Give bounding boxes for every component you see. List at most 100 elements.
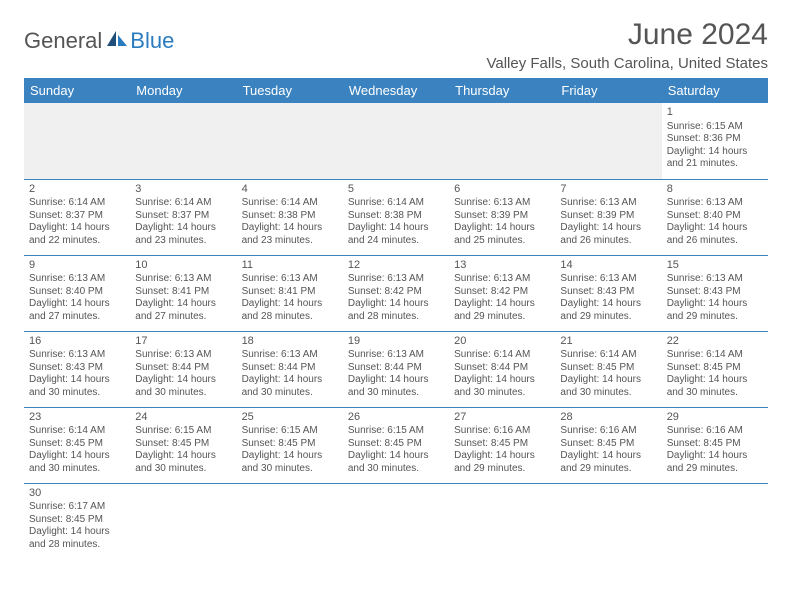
day-number: 22 — [667, 335, 763, 349]
calendar-cell: 16Sunrise: 6:13 AMSunset: 8:43 PMDayligh… — [24, 331, 130, 407]
sunrise-line: Sunrise: 6:16 AM — [667, 425, 763, 438]
logo-text-blue: Blue — [130, 28, 174, 54]
sunset-line: Sunset: 8:43 PM — [29, 362, 125, 375]
day-number: 26 — [348, 411, 444, 425]
sunrise-line: Sunrise: 6:13 AM — [560, 273, 656, 286]
calendar-cell — [24, 103, 130, 179]
sunset-line: Sunset: 8:45 PM — [560, 438, 656, 451]
sunset-line: Sunset: 8:44 PM — [454, 362, 550, 375]
daylight-line-2: and 22 minutes. — [29, 235, 125, 248]
daylight-line-1: Daylight: 14 hours — [667, 146, 763, 159]
calendar-cell: 6Sunrise: 6:13 AMSunset: 8:39 PMDaylight… — [449, 179, 555, 255]
sunrise-line: Sunrise: 6:13 AM — [667, 197, 763, 210]
daylight-line-1: Daylight: 14 hours — [29, 298, 125, 311]
daylight-line-1: Daylight: 14 hours — [454, 450, 550, 463]
calendar-cell — [130, 483, 236, 559]
calendar-cell — [555, 103, 661, 179]
day-number: 27 — [454, 411, 550, 425]
calendar-cell: 7Sunrise: 6:13 AMSunset: 8:39 PMDaylight… — [555, 179, 661, 255]
day-header: Friday — [555, 78, 661, 103]
sunrise-line: Sunrise: 6:14 AM — [29, 197, 125, 210]
day-number: 28 — [560, 411, 656, 425]
calendar-cell: 24Sunrise: 6:15 AMSunset: 8:45 PMDayligh… — [130, 407, 236, 483]
calendar-cell: 15Sunrise: 6:13 AMSunset: 8:43 PMDayligh… — [662, 255, 768, 331]
daylight-line-2: and 25 minutes. — [454, 235, 550, 248]
daylight-line-2: and 30 minutes. — [135, 387, 231, 400]
sunset-line: Sunset: 8:45 PM — [667, 362, 763, 375]
daylight-line-2: and 30 minutes. — [454, 387, 550, 400]
day-number: 19 — [348, 335, 444, 349]
sunset-line: Sunset: 8:45 PM — [348, 438, 444, 451]
daylight-line-1: Daylight: 14 hours — [135, 298, 231, 311]
sunrise-line: Sunrise: 6:13 AM — [29, 273, 125, 286]
calendar-cell: 25Sunrise: 6:15 AMSunset: 8:45 PMDayligh… — [237, 407, 343, 483]
calendar-table: Sunday Monday Tuesday Wednesday Thursday… — [24, 78, 768, 559]
calendar-cell: 22Sunrise: 6:14 AMSunset: 8:45 PMDayligh… — [662, 331, 768, 407]
daylight-line-1: Daylight: 14 hours — [242, 298, 338, 311]
calendar-cell: 20Sunrise: 6:14 AMSunset: 8:44 PMDayligh… — [449, 331, 555, 407]
sunrise-line: Sunrise: 6:13 AM — [135, 273, 231, 286]
day-number: 16 — [29, 335, 125, 349]
daylight-line-2: and 24 minutes. — [348, 235, 444, 248]
day-number: 24 — [135, 411, 231, 425]
day-header: Wednesday — [343, 78, 449, 103]
daylight-line-2: and 30 minutes. — [135, 463, 231, 476]
sunrise-line: Sunrise: 6:13 AM — [29, 349, 125, 362]
daylight-line-1: Daylight: 14 hours — [29, 222, 125, 235]
daylight-line-2: and 26 minutes. — [560, 235, 656, 248]
daylight-line-1: Daylight: 14 hours — [454, 222, 550, 235]
daylight-line-1: Daylight: 14 hours — [560, 222, 656, 235]
sunrise-line: Sunrise: 6:16 AM — [560, 425, 656, 438]
calendar-cell: 28Sunrise: 6:16 AMSunset: 8:45 PMDayligh… — [555, 407, 661, 483]
day-number: 4 — [242, 183, 338, 197]
calendar-cell — [343, 483, 449, 559]
calendar-cell: 26Sunrise: 6:15 AMSunset: 8:45 PMDayligh… — [343, 407, 449, 483]
daylight-line-2: and 26 minutes. — [667, 235, 763, 248]
daylight-line-1: Daylight: 14 hours — [348, 298, 444, 311]
daylight-line-1: Daylight: 14 hours — [560, 450, 656, 463]
day-number: 14 — [560, 259, 656, 273]
calendar-row: 2Sunrise: 6:14 AMSunset: 8:37 PMDaylight… — [24, 179, 768, 255]
day-header: Monday — [130, 78, 236, 103]
calendar-cell: 10Sunrise: 6:13 AMSunset: 8:41 PMDayligh… — [130, 255, 236, 331]
daylight-line-1: Daylight: 14 hours — [667, 374, 763, 387]
day-number: 21 — [560, 335, 656, 349]
day-number: 11 — [242, 259, 338, 273]
daylight-line-1: Daylight: 14 hours — [135, 374, 231, 387]
day-number: 10 — [135, 259, 231, 273]
calendar-cell: 30Sunrise: 6:17 AMSunset: 8:45 PMDayligh… — [24, 483, 130, 559]
daylight-line-2: and 23 minutes. — [242, 235, 338, 248]
sunrise-line: Sunrise: 6:14 AM — [454, 349, 550, 362]
calendar-cell: 19Sunrise: 6:13 AMSunset: 8:44 PMDayligh… — [343, 331, 449, 407]
day-header: Tuesday — [237, 78, 343, 103]
daylight-line-1: Daylight: 14 hours — [454, 374, 550, 387]
calendar-cell — [555, 483, 661, 559]
calendar-cell: 8Sunrise: 6:13 AMSunset: 8:40 PMDaylight… — [662, 179, 768, 255]
day-number: 2 — [29, 183, 125, 197]
daylight-line-2: and 30 minutes. — [348, 463, 444, 476]
day-number: 5 — [348, 183, 444, 197]
title-block: June 2024 Valley Falls, South Carolina, … — [486, 18, 768, 72]
daylight-line-2: and 28 minutes. — [29, 539, 125, 552]
sunrise-line: Sunrise: 6:13 AM — [242, 349, 338, 362]
daylight-line-2: and 29 minutes. — [667, 463, 763, 476]
sunrise-line: Sunrise: 6:14 AM — [667, 349, 763, 362]
sunrise-line: Sunrise: 6:16 AM — [454, 425, 550, 438]
calendar-cell — [449, 483, 555, 559]
sunset-line: Sunset: 8:40 PM — [667, 210, 763, 223]
sunrise-line: Sunrise: 6:13 AM — [135, 349, 231, 362]
daylight-line-1: Daylight: 14 hours — [667, 298, 763, 311]
sunset-line: Sunset: 8:45 PM — [560, 362, 656, 375]
calendar-cell: 21Sunrise: 6:14 AMSunset: 8:45 PMDayligh… — [555, 331, 661, 407]
logo: General Blue — [24, 28, 174, 54]
sunrise-line: Sunrise: 6:13 AM — [667, 273, 763, 286]
sunset-line: Sunset: 8:44 PM — [242, 362, 338, 375]
sunrise-line: Sunrise: 6:15 AM — [348, 425, 444, 438]
calendar-cell: 23Sunrise: 6:14 AMSunset: 8:45 PMDayligh… — [24, 407, 130, 483]
day-number: 17 — [135, 335, 231, 349]
sunset-line: Sunset: 8:39 PM — [560, 210, 656, 223]
daylight-line-1: Daylight: 14 hours — [667, 222, 763, 235]
sunrise-line: Sunrise: 6:14 AM — [242, 197, 338, 210]
calendar-cell — [449, 103, 555, 179]
day-number: 15 — [667, 259, 763, 273]
